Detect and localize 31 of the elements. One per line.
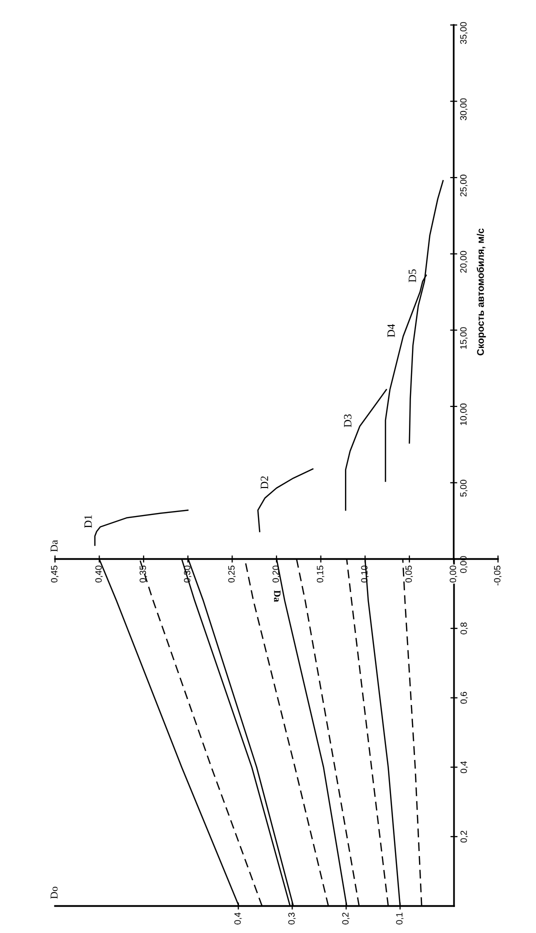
y-tick-label: 0,6 [460, 692, 468, 704]
y-axis-title: Скорость автомобиля, м/с [476, 228, 486, 356]
annotation: Do [50, 886, 58, 899]
text: D2 [260, 476, 268, 489]
annotation: Da [50, 540, 58, 552]
text: D1 [84, 515, 92, 528]
y-tick-label: 35,00 [460, 22, 468, 44]
x-tick-label: 0,25 [228, 566, 236, 582]
x-tick-label: 0,05 [405, 566, 413, 582]
y-tick-label: 15,00 [460, 327, 468, 349]
text: D3 [344, 414, 352, 428]
x-tick-label: 0,15 [316, 566, 324, 582]
y-tick-label: 20,00 [460, 250, 468, 273]
y-tick-label: 25,00 [460, 174, 468, 196]
x-tick-label: 0,2 [342, 912, 350, 924]
x-tick-label: 0,40 [95, 566, 103, 582]
y-tick-label: 30,00 [460, 98, 468, 120]
x-tick-label: 0,3 [288, 912, 296, 924]
text: D5 [408, 269, 416, 282]
x-tick-label: 0,00 [450, 566, 458, 582]
y-tick-label: 10,00 [460, 404, 468, 426]
y-tick-label: 0,2 [460, 830, 468, 843]
y-tick-label: 0,4 [460, 761, 468, 774]
y-tick-label: 5,00 [460, 480, 468, 497]
x-tick-label: 0,1 [396, 912, 404, 924]
annotation: Da [274, 590, 280, 602]
text: D4 [387, 324, 395, 338]
x-tick-label: 0,45 [51, 566, 58, 582]
y-tick-label: 0,8 [460, 622, 468, 634]
x-tick-label: -0,05 [494, 566, 502, 586]
x-tick-label: 0,4 [234, 912, 242, 924]
